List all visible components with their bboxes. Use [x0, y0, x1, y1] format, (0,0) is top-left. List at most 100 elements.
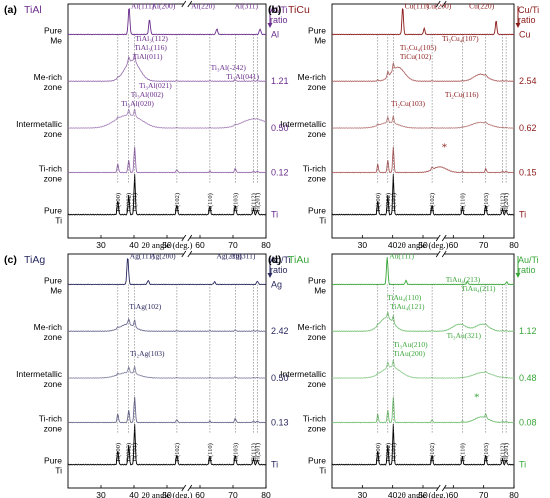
ratio-value: Ag — [271, 279, 282, 289]
phase-peak-label: Ti₃Au(321) — [447, 331, 482, 340]
xrd-trace — [67, 365, 267, 379]
axis-break-mark — [441, 484, 447, 492]
axis-break-mark — [441, 0, 447, 8]
row-label: Pure — [44, 456, 62, 466]
ratio-value: 0.15 — [519, 167, 537, 177]
row-label: Me — [314, 35, 326, 45]
row-label: Intermetallic — [280, 119, 327, 129]
x-tick-label: 40 — [388, 490, 398, 498]
axis-break-mask — [438, 1, 445, 7]
ti-peak-label: Ti(201) — [503, 193, 510, 213]
row-label: Me-rich — [298, 322, 327, 332]
phase-peak-label: Ti₃Cu₄(105) — [400, 43, 437, 52]
phase-peak-label: * — [474, 391, 480, 403]
axis-break-mark — [187, 484, 193, 492]
ti-peak-label: Ti(102) — [429, 443, 436, 463]
x-tick-label: 40 — [129, 240, 139, 250]
axis-break-mark — [435, 250, 441, 258]
row-label: Ti-rich — [303, 413, 327, 423]
row-label: Me-rich — [298, 72, 327, 82]
row-label: Ti — [55, 216, 62, 226]
axis-break-mark — [435, 234, 441, 242]
phase-peak-label: TiAu₄(211) — [461, 284, 496, 293]
xrd-trace — [331, 146, 515, 174]
x-tick-label: 70 — [479, 490, 489, 498]
ti-peak-label: Ti(110) — [207, 193, 214, 212]
ti-peak-label: Ti(112) — [499, 193, 506, 212]
row-label: Pure — [44, 275, 62, 285]
row-label: Pure — [44, 206, 62, 216]
ratio-arrow-head — [515, 273, 521, 278]
x-tick-label: 70 — [479, 240, 489, 250]
axis-break-mark — [181, 234, 187, 242]
xrd-trace — [67, 146, 267, 174]
phase-peak-label: Ag(311) — [230, 251, 256, 260]
phase-peak-label: TiAu₄(213) — [446, 275, 481, 284]
phase-peak-label: TiAl₃(112) — [135, 34, 168, 43]
x-tick-label: 50 — [418, 240, 428, 250]
phase-peak-label: Cu(111) — [405, 1, 430, 10]
xrd-trace — [331, 8, 515, 36]
xrd-trace — [331, 359, 515, 379]
panel-title: TiAl — [24, 4, 42, 16]
x-tick-label: 80 — [261, 490, 271, 498]
axis-break-mark — [187, 0, 193, 8]
row-label: zone — [308, 423, 327, 433]
axis-break-mark — [181, 0, 187, 8]
ratio-header: ratio — [518, 265, 536, 275]
xrd-trace — [67, 174, 267, 216]
row-label: Ti-rich — [39, 413, 63, 423]
phase-peak-label: * — [442, 141, 448, 153]
x-tick-label: 30 — [96, 490, 106, 498]
ratio-header: Cu/Ti — [518, 5, 539, 15]
ratio-value: Ti — [271, 460, 278, 470]
ti-peak-label: Ti(110) — [207, 443, 214, 462]
x-tick-label: 50 — [418, 490, 428, 498]
ratio-value: 1.12 — [519, 326, 537, 336]
axis-break-mask — [183, 1, 190, 7]
phase-peak-label: Ti₃Cu₄(107) — [442, 34, 479, 43]
ratio-header: ratio — [270, 265, 288, 275]
row-label: Me — [50, 35, 62, 45]
phase-peak-label: TiAu₄(110) — [387, 293, 422, 302]
phase-peak-label: Ag(111) — [130, 251, 155, 260]
panel-letter: (d) — [268, 254, 281, 266]
ti-peak-label: Ti(103) — [232, 443, 239, 463]
xrd-trace — [67, 396, 267, 424]
phase-peak-label: Ti₂Cu(116) — [445, 90, 479, 99]
row-label: zone — [308, 332, 327, 342]
phase-peak-label: Cu(200) — [426, 1, 452, 10]
ti-peak-label: Ti(112) — [250, 193, 257, 212]
xrd-trace — [67, 108, 267, 129]
ti-peak-label: Ti(110) — [459, 193, 466, 212]
ratio-value: 0.50 — [271, 373, 289, 383]
row-label: Pure — [44, 25, 62, 35]
xrd-trace — [331, 62, 515, 83]
x-axis-label: 2θ angle (deg.) — [397, 490, 448, 498]
phase-peak-label: Ti₃Al(021) — [139, 81, 172, 90]
row-label: Intermetallic — [16, 369, 63, 379]
row-label: Me — [314, 285, 326, 295]
axis-break-mark — [441, 250, 447, 258]
row-label: zone — [44, 82, 63, 92]
x-tick-label: 60 — [195, 240, 205, 250]
row-label: zone — [44, 332, 63, 342]
row-label: Ti — [319, 216, 326, 226]
x-tick-label: 70 — [228, 240, 238, 250]
x-axis-label: 2θ angle (deg.) — [141, 240, 192, 250]
x-tick-label: 50 — [162, 490, 172, 498]
x-tick-label: 40 — [129, 490, 139, 498]
axis-break-mask — [183, 235, 190, 241]
axis-break-mask — [438, 235, 445, 241]
panel-letter: (a) — [4, 4, 17, 16]
panel-title: TiAg — [24, 254, 45, 266]
phase-peak-label: Au(111) — [389, 251, 414, 260]
axis-break-mark — [435, 0, 441, 8]
ratio-arrow-head — [267, 273, 273, 278]
row-label: zone — [44, 423, 63, 433]
ti-peak-label: Ti(002) — [126, 443, 133, 463]
row-label: Ti — [55, 466, 62, 476]
axis-break-mark — [187, 234, 193, 242]
